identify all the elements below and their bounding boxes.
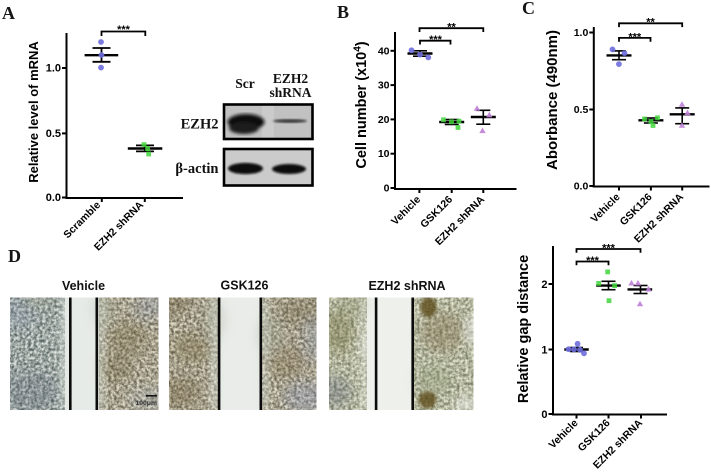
svg-text:0.5: 0.5 — [574, 104, 589, 116]
svg-text:**: ** — [447, 22, 456, 34]
svg-text:***: *** — [117, 24, 131, 36]
svg-text:D: D — [8, 246, 21, 266]
svg-text:EZH2: EZH2 — [273, 71, 309, 86]
svg-text:1: 1 — [541, 344, 547, 356]
svg-text:Aborbance (490nm): Aborbance (490nm) — [544, 30, 561, 170]
svg-text:**: ** — [646, 17, 655, 29]
svg-text:***: *** — [602, 242, 616, 254]
svg-text:***: *** — [628, 31, 642, 43]
svg-text:β-actin: β-actin — [175, 161, 218, 177]
svg-text:Vehicle: Vehicle — [62, 279, 105, 293]
svg-text:0: 0 — [384, 183, 390, 195]
svg-text:Cell number (x104): Cell number (x104) — [353, 41, 371, 168]
svg-text:1.0: 1.0 — [46, 63, 61, 75]
svg-text:10: 10 — [378, 148, 390, 160]
svg-text:1.0: 1.0 — [574, 27, 589, 39]
svg-text:Scr: Scr — [235, 76, 255, 91]
svg-text:***: *** — [586, 255, 600, 267]
svg-text:Relative level of mRNA: Relative level of mRNA — [26, 41, 41, 183]
svg-text:EZH2: EZH2 — [181, 117, 219, 133]
svg-text:***: *** — [429, 34, 443, 46]
svg-text:0: 0 — [541, 409, 547, 421]
svg-text:0.0: 0.0 — [46, 192, 61, 204]
svg-text:0.5: 0.5 — [46, 128, 61, 140]
svg-text:C: C — [522, 0, 535, 18]
svg-text:2: 2 — [541, 279, 547, 291]
svg-text:100μm: 100μm — [135, 400, 157, 407]
svg-text:Relative gap distance: Relative gap distance — [516, 255, 532, 403]
svg-text:40: 40 — [378, 45, 390, 57]
svg-text:shRNA: shRNA — [269, 85, 311, 100]
svg-text:20: 20 — [378, 114, 390, 126]
svg-text:0.0: 0.0 — [574, 181, 589, 193]
svg-text:B: B — [337, 2, 349, 22]
svg-text:GSK126: GSK126 — [221, 279, 269, 293]
svg-text:EZH2 shRNA: EZH2 shRNA — [368, 279, 445, 293]
svg-text:A: A — [2, 3, 15, 23]
svg-text:30: 30 — [378, 80, 390, 92]
